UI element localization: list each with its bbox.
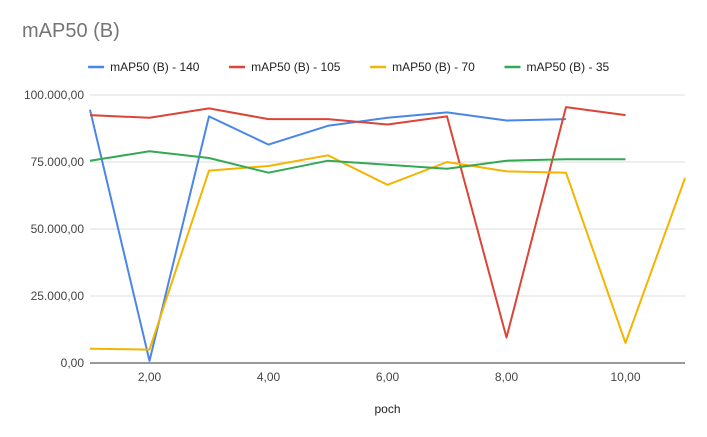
legend: mAP50 (B) - 140 mAP50 (B) - 105 mAP50 (B) … <box>88 60 610 74</box>
x-tick-label: 6,00 <box>376 370 400 384</box>
y-tick-label: 75.000,00 <box>31 155 85 169</box>
y-axis-ticks: 0,00 25.000,00 50.000,00 75.000,00 100.000,0… <box>24 88 84 370</box>
y-tick-label: 25.000,00 <box>31 289 85 303</box>
legend-label-4: mAP50 (B) - 35 <box>527 60 610 74</box>
legend-label-2: mAP50 (B) - 105 <box>251 60 341 74</box>
y-tick-label: 50.000,00 <box>31 222 85 236</box>
legend-label-3: mAP50 (B) - 70 <box>392 60 475 74</box>
x-tick-label: 8,00 <box>495 370 519 384</box>
x-tick-label: 2,00 <box>138 370 162 384</box>
series-line-3 <box>89 154 686 351</box>
x-tick-label: 4,00 <box>257 370 281 384</box>
y-tick-label: 100.000,00 <box>24 88 84 102</box>
x-tick-label: 10,00 <box>610 370 640 384</box>
series-line-1 <box>89 109 567 362</box>
legend-label-1: mAP50 (B) - 140 <box>110 60 200 74</box>
grid-lines <box>90 94 685 364</box>
series-lines <box>89 106 686 362</box>
series-line-2 <box>89 106 626 339</box>
series-line-4 <box>89 150 626 174</box>
chart-title: mAP50 (B) <box>22 20 120 42</box>
x-axis-title: poch <box>374 402 400 416</box>
x-axis-ticks: 2,00 4,00 6,00 8,00 10,00 <box>138 370 641 384</box>
y-tick-label: 0,00 <box>61 356 85 370</box>
